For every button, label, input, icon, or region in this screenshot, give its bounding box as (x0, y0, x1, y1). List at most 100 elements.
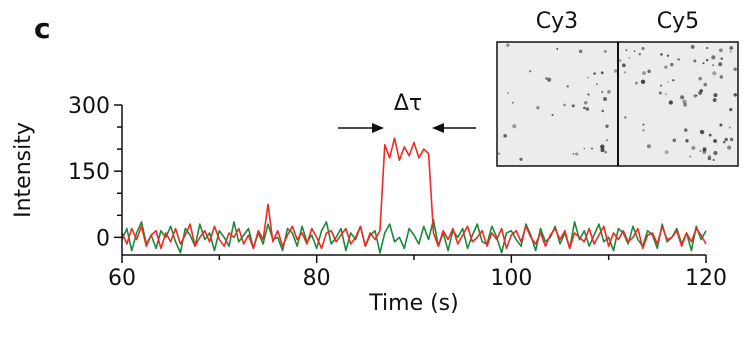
speckle (691, 146, 695, 150)
speckle (734, 68, 737, 71)
speckle (573, 153, 575, 155)
speckle (719, 48, 723, 52)
speckle (583, 107, 586, 110)
speckle (572, 104, 575, 107)
speckle (619, 59, 622, 62)
speckle (660, 53, 663, 56)
speckle (691, 45, 695, 49)
speckle (604, 151, 607, 154)
speckle (664, 66, 667, 69)
speckle (566, 85, 569, 88)
speckle (529, 70, 531, 72)
speckle (665, 93, 667, 95)
chart: c Time (s) Intensity Δτ Cy3 Cy5 01503006… (0, 0, 749, 337)
annotation: Δτ (394, 91, 422, 116)
speckle (689, 156, 691, 158)
inset-image (497, 42, 738, 166)
speckle (614, 69, 617, 72)
speckle (593, 72, 596, 75)
speckle (729, 127, 731, 129)
speckle (680, 95, 684, 99)
speckle (545, 77, 548, 80)
x-tick-label: 60 (108, 266, 136, 291)
speckle (672, 139, 676, 143)
speckle (676, 58, 678, 60)
x-axis-label: Time (s) (368, 291, 458, 316)
speckle (624, 71, 626, 73)
speckle (700, 89, 703, 92)
speckle (586, 107, 590, 111)
speckle (607, 90, 611, 94)
speckle (713, 139, 717, 143)
speckle (641, 80, 645, 84)
speckle (601, 91, 603, 93)
speckle (624, 116, 626, 118)
speckle (625, 49, 627, 51)
speckle (729, 46, 733, 50)
speckle (725, 138, 728, 141)
speckle (596, 83, 598, 85)
x-tick-label: 80 (303, 266, 331, 291)
speckle (706, 47, 708, 49)
speckle (685, 139, 688, 142)
speckle (600, 144, 604, 148)
speckle (563, 104, 566, 107)
speckle (642, 123, 644, 125)
speckle (702, 150, 706, 154)
speckle (734, 93, 737, 96)
speckle (642, 129, 644, 131)
speckle (506, 44, 509, 47)
speckle (606, 139, 608, 141)
speckle (700, 130, 703, 133)
speckle (712, 71, 716, 75)
panel-label: c (34, 12, 51, 45)
speckle (712, 64, 714, 66)
speckle (659, 92, 662, 95)
speckle (706, 59, 709, 62)
speckle (498, 152, 500, 154)
speckle (670, 63, 673, 66)
speckle (669, 100, 673, 104)
annotation-arrows (338, 123, 476, 133)
speckle (647, 144, 651, 148)
speckle (647, 70, 650, 73)
speckle (699, 150, 701, 152)
speckle (730, 138, 733, 141)
inset-label: Cy3 (536, 9, 578, 34)
speckle (503, 134, 507, 138)
speckle (703, 62, 705, 64)
speckle (622, 64, 626, 68)
speckle (604, 50, 607, 53)
speckle (584, 101, 588, 105)
speckle (536, 106, 539, 109)
trace (122, 220, 706, 253)
speckle (660, 85, 662, 87)
speckle (723, 141, 726, 144)
x-tick-label: 100 (490, 266, 532, 291)
speckle (575, 153, 578, 156)
speckle (665, 150, 669, 154)
speckle (667, 55, 669, 57)
speckle (603, 97, 607, 101)
speckle (642, 47, 645, 50)
speckle (507, 92, 509, 94)
speckle (698, 77, 702, 81)
speckle (601, 110, 604, 113)
y-tick-label: 300 (68, 94, 110, 119)
speckle (642, 71, 646, 75)
speckle (605, 125, 608, 128)
speckle (512, 124, 516, 128)
x-tick-label: 120 (685, 266, 727, 291)
y-axis-label: Intensity (11, 122, 36, 218)
speckle (682, 100, 686, 104)
speckle (718, 62, 722, 66)
speckle (711, 55, 715, 59)
speckle (721, 57, 723, 59)
speckle (512, 102, 514, 104)
speckle (727, 145, 731, 149)
speckle (591, 148, 593, 150)
speckle (719, 124, 722, 127)
speckle (713, 98, 717, 102)
speckle (551, 114, 553, 116)
speckle (519, 158, 522, 161)
